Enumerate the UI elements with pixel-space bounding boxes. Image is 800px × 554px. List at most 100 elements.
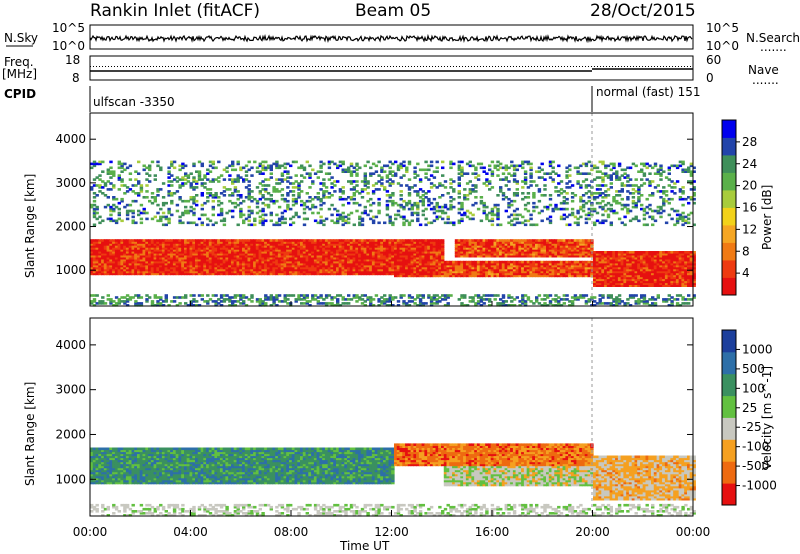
- heatmap-cell: [543, 266, 547, 270]
- heatmap-cell: [178, 252, 182, 256]
- heatmap-cell: [443, 270, 448, 274]
- heatmap-cell: [490, 266, 495, 270]
- heatmap-cell: [125, 211, 130, 215]
- heatmap-cell: [131, 258, 135, 262]
- heatmap-cell: [324, 272, 329, 276]
- heatmap-cell: [156, 190, 160, 193]
- heatmap-cell: [178, 243, 182, 246]
- heatmap-cell: [101, 270, 105, 274]
- heatmap-cell: [247, 184, 251, 187]
- heatmap-cell: [181, 268, 185, 272]
- heatmap-cell: [396, 270, 401, 274]
- heatmap-cell: [308, 262, 312, 266]
- heatmap-cell: [311, 256, 315, 260]
- heatmap-cell: [540, 252, 544, 256]
- heatmap-cell: [302, 168, 307, 172]
- heatmap-cell: [322, 266, 326, 270]
- heatmap-cell: [418, 251, 423, 254]
- heatmap-cell: [211, 251, 215, 254]
- heatmap-cell: [333, 264, 337, 268]
- heatmap-cell: [211, 258, 215, 262]
- heatmap-cell: [510, 245, 514, 248]
- heatmap-cell: [114, 270, 119, 274]
- heatmap-cell: [468, 251, 472, 254]
- heatmap-cell: [167, 192, 171, 195]
- heatmap-cell: [208, 192, 213, 195]
- heatmap-cell: [438, 272, 442, 276]
- heatmap-cell: [261, 184, 265, 187]
- heatmap-cell: [405, 184, 409, 187]
- heatmap-cell: [341, 160, 345, 164]
- heatmap-cell: [283, 197, 287, 201]
- heatmap-cell: [289, 258, 293, 262]
- heatmap-cell: [219, 256, 224, 260]
- heatmap-cell: [112, 304, 116, 307]
- heatmap-cell: [407, 188, 412, 191]
- heatmap-cell: [148, 247, 152, 250]
- heatmap-cell: [203, 262, 207, 266]
- heatmap-cell: [164, 243, 168, 246]
- heatmap-cell: [208, 160, 213, 164]
- heatmap-cell: [153, 272, 157, 276]
- heatmap-cell: [192, 304, 196, 307]
- heatmap-cell: [112, 252, 116, 256]
- heatmap-cell: [418, 304, 423, 307]
- heatmap-cell: [418, 262, 423, 266]
- heatmap-cell: [402, 300, 406, 303]
- heatmap-cell: [217, 203, 221, 207]
- heatmap-cell: [302, 207, 307, 211]
- heatmap-cell: [341, 254, 345, 258]
- heatmap-cell: [156, 300, 160, 303]
- heatmap-cell: [504, 300, 508, 303]
- heatmap-cell: [493, 241, 497, 244]
- nave-dot: [207, 66, 208, 67]
- heatmap-cell: [145, 252, 149, 256]
- heatmap-cell: [261, 194, 265, 197]
- heatmap-cell: [197, 304, 202, 307]
- heatmap-cell: [139, 243, 144, 246]
- heatmap-cell: [394, 252, 398, 256]
- heatmap-cell: [512, 243, 517, 246]
- heatmap-cell: [435, 266, 439, 270]
- heatmap-cell: [363, 258, 367, 262]
- heatmap-cell: [264, 256, 268, 260]
- heatmap-cell: [380, 166, 384, 170]
- heatmap-cell: [244, 264, 249, 268]
- heatmap-cell: [507, 245, 511, 248]
- heatmap-cell: [289, 268, 293, 272]
- heatmap-cell: [471, 270, 475, 274]
- heatmap-cell: [429, 252, 434, 256]
- heatmap-cell: [308, 207, 312, 211]
- heatmap-cell: [327, 251, 332, 254]
- heatmap-cell: [302, 217, 307, 221]
- heatmap-cell: [153, 197, 157, 201]
- heatmap-cell: [418, 223, 423, 227]
- heatmap-cell: [272, 190, 276, 193]
- heatmap-cell: [482, 247, 486, 250]
- heatmap-cell: [510, 254, 514, 258]
- heatmap-cell: [159, 266, 163, 270]
- heatmap-cell: [95, 194, 99, 197]
- heatmap-cell: [396, 249, 401, 252]
- heatmap-cell: [490, 172, 495, 175]
- heatmap-cell: [200, 239, 204, 242]
- heatmap-cell: [275, 251, 279, 254]
- heatmap-cell: [206, 192, 210, 195]
- heatmap-cell: [457, 211, 461, 215]
- heatmap-cell: [374, 294, 379, 297]
- heatmap-cell: [482, 266, 486, 270]
- heatmap-cell: [488, 188, 492, 191]
- heatmap-cell: [474, 243, 478, 246]
- heatmap-cell: [236, 300, 240, 303]
- heatmap-cell: [523, 203, 528, 207]
- heatmap-cell: [443, 211, 448, 215]
- heatmap-cell: [247, 252, 251, 256]
- heatmap-cell: [449, 186, 453, 189]
- heatmap-cell: [319, 221, 323, 225]
- heatmap-cell: [159, 243, 163, 246]
- heatmap-cell: [413, 176, 417, 179]
- heatmap-cell: [231, 192, 235, 195]
- heatmap-cell: [352, 192, 356, 195]
- heatmap-cell: [402, 264, 406, 268]
- heatmap-cell: [463, 249, 467, 252]
